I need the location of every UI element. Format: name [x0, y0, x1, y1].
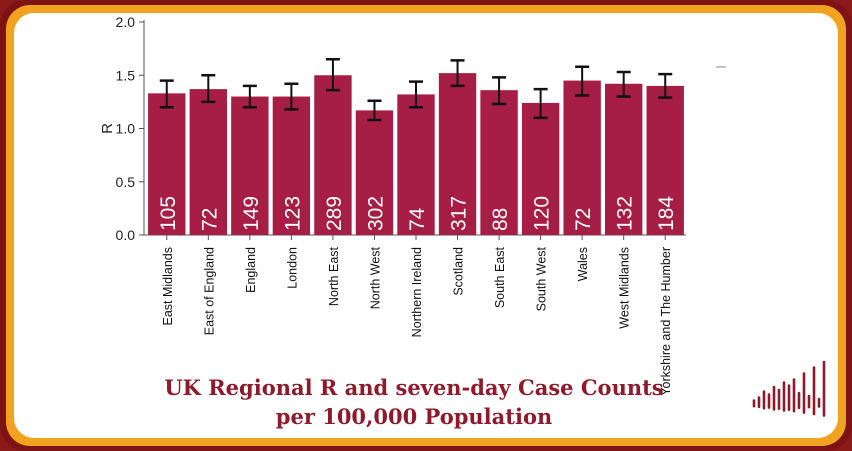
y-tick-label: 2.0 — [116, 14, 136, 30]
bar — [272, 96, 311, 235]
bar-chart: 0.0 0.5 1.0 1.5 2.0 R 105 East Midlands 72 East o… — [99, 14, 726, 396]
chart-caption: UK Regional R and seven-day Case Counts … — [154, 373, 674, 431]
y-tick-label: 1.5 — [116, 67, 136, 83]
bar — [605, 83, 643, 236]
x-tick-label: North West — [368, 246, 382, 309]
data-label: 149 — [240, 196, 263, 231]
x-tick-label: South East — [493, 246, 507, 308]
y-tick-label: 0.5 — [116, 174, 136, 190]
data-label: 132 — [614, 196, 637, 231]
data-label: 72 — [572, 208, 595, 231]
x-tick-label: East Midlands — [161, 247, 175, 326]
x-tick-label: London — [285, 247, 299, 289]
bar — [438, 73, 477, 235]
data-label: 184 — [655, 196, 678, 231]
data-label: 123 — [281, 196, 304, 231]
y-tick-label: 0.0 — [116, 227, 136, 243]
data-label: 302 — [364, 196, 387, 231]
y-tick-label: 1.0 — [116, 121, 136, 137]
x-tick-label: South West — [535, 246, 549, 311]
caption-line-1: UK Regional R and seven-day Case Counts — [164, 375, 664, 400]
data-label: 74 — [406, 207, 429, 231]
x-tick-label: Yorkshire and The Humber — [659, 247, 673, 396]
x-tick-label: England — [244, 247, 258, 293]
bar — [355, 110, 394, 235]
data-label: 317 — [448, 196, 471, 231]
x-tick-label: Scotland — [452, 247, 466, 296]
x-tick-label: Wales — [576, 247, 590, 281]
data-label: 105 — [157, 196, 180, 231]
bar — [563, 80, 601, 235]
bar — [480, 90, 518, 235]
bar-wave-logo-icon — [752, 361, 826, 417]
x-tick-label: West Midlands — [618, 247, 632, 329]
x-tick-label: East of England — [202, 247, 216, 335]
bar — [231, 96, 269, 235]
y-axis-label: R — [99, 123, 116, 134]
caption-line-2: per 100,000 Population — [275, 404, 553, 429]
bar — [521, 102, 560, 235]
data-label: 120 — [531, 196, 554, 231]
bar — [397, 94, 435, 235]
bar — [646, 85, 684, 236]
bar — [148, 93, 186, 235]
x-tick-label: North East — [327, 246, 341, 306]
data-label: 88 — [489, 208, 512, 231]
bar — [314, 75, 352, 235]
bar — [189, 89, 227, 235]
x-tick-label: Northern Ireland — [410, 247, 424, 337]
data-label: 289 — [323, 196, 346, 231]
chart-panel: 0.0 0.5 1.0 1.5 2.0 R 105 East Midlands 72 East o… — [14, 13, 838, 438]
data-label: 72 — [198, 208, 221, 231]
